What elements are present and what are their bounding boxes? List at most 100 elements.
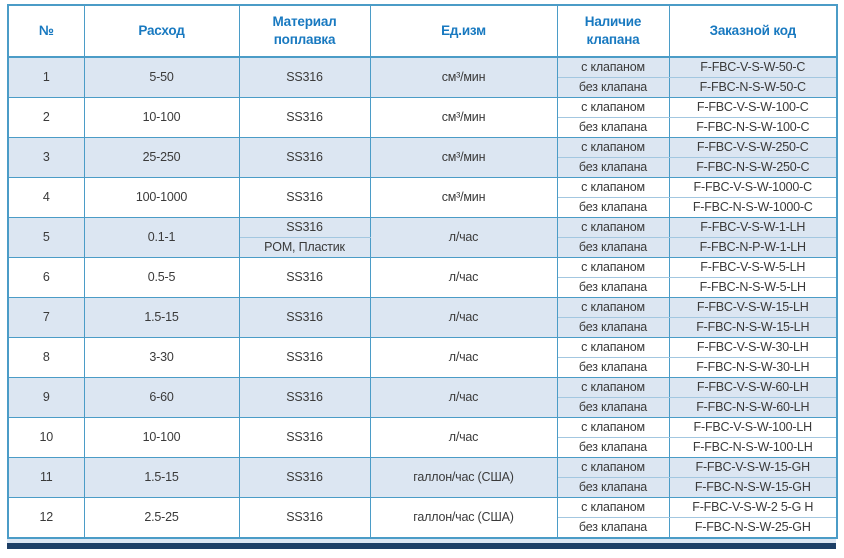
flow-range-cell: 0.1-1 <box>83 217 240 258</box>
row-number-cell: 11 <box>7 457 85 498</box>
valve-with-cell: с клапаном <box>556 137 670 158</box>
valve-without-cell: без клапана <box>556 517 670 539</box>
flow-range-cell: 10-100 <box>83 417 240 458</box>
valve-with-cell: с клапаном <box>556 457 670 478</box>
order-code-cell: F-FBC-V-S-W-1-LH <box>668 217 838 238</box>
flow-range-cell: 10-100 <box>83 97 240 138</box>
valve-with-cell: с клапаном <box>556 97 670 118</box>
order-code-cell: F-FBC-V-S-W-5-LH <box>668 257 838 278</box>
row-number-cell: 4 <box>7 177 85 218</box>
order-code-cell: F-FBC-N-S-W-15-GH <box>668 477 838 498</box>
flow-range-cell: 5-50 <box>83 56 240 98</box>
order-code-cell: F-FBC-N-S-W-100-LH <box>668 437 838 458</box>
table-row: 11 1.5-15 SS316 галлон/час (США) с клапа… <box>7 457 838 498</box>
unit-cell: л/час <box>369 217 558 258</box>
unit-cell: галлон/час (США) <box>369 457 558 498</box>
unit-cell: см³/мин <box>369 97 558 138</box>
row-number-cell: 2 <box>7 97 85 138</box>
table-subrow: без клапана F-FBC-N-S-W-25-GH <box>8 517 838 539</box>
valve-with-cell: с клапаном <box>556 56 670 78</box>
float-material-cell: SS316 <box>238 297 371 338</box>
table-subrow: без клапана F-FBC-N-S-W-250-C <box>8 157 838 178</box>
table-subrow: POM, Пластик без клапана F-FBC-N-P-W-1-L… <box>8 237 838 258</box>
column-header-number: № <box>7 4 85 58</box>
unit-cell: л/час <box>369 337 558 378</box>
unit-cell: л/час <box>369 417 558 458</box>
order-code-cell: F-FBC-N-S-W-30-LH <box>668 357 838 378</box>
float-material-cell: SS316 <box>238 56 371 98</box>
float-material-cell: SS316 <box>238 257 371 298</box>
table-row: 5 0.1-1 SS316 л/час с клапаном F-FBC-V-S… <box>7 217 838 258</box>
flow-range-cell: 2.5-25 <box>83 497 240 539</box>
row-number-cell: 5 <box>7 217 85 258</box>
column-header-material: Материал поплавка <box>238 4 371 58</box>
table-bottom-light-strip <box>7 539 836 543</box>
table-row: 12 2.5-25 SS316 галлон/час (США) с клапа… <box>7 497 838 539</box>
valve-without-cell: без клапана <box>556 117 670 138</box>
valve-without-cell: без клапана <box>556 397 670 418</box>
column-header-valve: Наличие клапана <box>556 4 670 58</box>
float-material-cell: SS316 <box>238 377 371 418</box>
row-number-cell: 1 <box>7 56 85 98</box>
unit-cell: см³/мин <box>369 56 558 98</box>
order-code-cell: F-FBC-V-S-W-1000-C <box>668 177 838 198</box>
order-code-cell: F-FBC-N-S-W-1000-C <box>668 197 838 218</box>
order-code-cell: F-FBC-V-S-W-30-LH <box>668 337 838 358</box>
valve-without-cell: без клапана <box>556 357 670 378</box>
flow-range-cell: 0.5-5 <box>83 257 240 298</box>
order-code-cell: F-FBC-V-S-W-60-LH <box>668 377 838 398</box>
products-table: № Расход Материал поплавка Ед.изм Наличи… <box>7 4 838 539</box>
table-row: 10 10-100 SS316 л/час с клапаном F-FBC-V… <box>7 417 838 458</box>
table-subrow: без клапана F-FBC-N-S-W-15-LH <box>8 317 838 338</box>
column-header-flow: Расход <box>83 4 240 58</box>
table-row: 8 3-30 SS316 л/час с клапаном F-FBC-V-S-… <box>7 337 838 378</box>
table-subrow: без клапана F-FBC-N-S-W-15-GH <box>8 477 838 498</box>
float-material-cell: POM, Пластик <box>238 237 371 258</box>
table-row: 4 100-1000 SS316 см³/мин с клапаном F-FB… <box>7 177 838 218</box>
float-material-cell: SS316 <box>238 337 371 378</box>
table-row: 2 10-100 SS316 см³/мин с клапаном F-FBC-… <box>7 97 838 138</box>
order-code-cell: F-FBC-V-S-W-2 5-G H <box>668 497 838 518</box>
flow-range-cell: 1.5-15 <box>83 297 240 338</box>
valve-with-cell: с клапаном <box>556 297 670 318</box>
table-row: 3 25-250 SS316 см³/мин с клапаном F-FBC-… <box>7 137 838 178</box>
float-material-cell: SS316 <box>238 497 371 539</box>
row-number-cell: 3 <box>7 137 85 178</box>
order-code-cell: F-FBC-V-S-W-100-C <box>668 97 838 118</box>
valve-without-cell: без клапана <box>556 437 670 458</box>
order-code-cell: F-FBC-V-S-W-15-LH <box>668 297 838 318</box>
table-subrow: без клапана F-FBC-N-S-W-30-LH <box>8 357 838 378</box>
row-number-cell: 10 <box>7 417 85 458</box>
float-material-cell: SS316 <box>238 217 371 238</box>
table-row: 9 6-60 SS316 л/час с клапаном F-FBC-V-S-… <box>7 377 838 418</box>
valve-with-cell: с клапаном <box>556 417 670 438</box>
valve-with-cell: с клапаном <box>556 217 670 238</box>
valve-without-cell: без клапана <box>556 277 670 298</box>
order-code-cell: F-FBC-V-S-W-50-C <box>668 56 838 78</box>
unit-cell: л/час <box>369 377 558 418</box>
row-number-cell: 9 <box>7 377 85 418</box>
column-header-order-code: Заказной код <box>668 4 838 58</box>
unit-cell: л/час <box>369 297 558 338</box>
unit-cell: галлон/час (США) <box>369 497 558 539</box>
row-number-cell: 12 <box>7 497 85 539</box>
order-code-cell: F-FBC-N-S-W-5-LH <box>668 277 838 298</box>
unit-cell: см³/мин <box>369 177 558 218</box>
order-code-cell: F-FBC-N-S-W-50-C <box>668 77 838 98</box>
order-code-cell: F-FBC-N-S-W-25-GH <box>668 517 838 539</box>
flow-range-cell: 25-250 <box>83 137 240 178</box>
order-code-cell: F-FBC-V-S-W-250-C <box>668 137 838 158</box>
order-code-cell: F-FBC-N-S-W-250-C <box>668 157 838 178</box>
order-code-cell: F-FBC-N-P-W-1-LH <box>668 237 838 258</box>
table-subrow: без клапана F-FBC-N-S-W-5-LH <box>8 277 838 298</box>
float-material-cell: SS316 <box>238 177 371 218</box>
flow-range-cell: 6-60 <box>83 377 240 418</box>
valve-with-cell: с клапаном <box>556 177 670 198</box>
unit-cell: л/час <box>369 257 558 298</box>
valve-without-cell: без клапана <box>556 317 670 338</box>
row-number-cell: 8 <box>7 337 85 378</box>
table-row: 6 0.5-5 SS316 л/час с клапаном F-FBC-V-S… <box>7 257 838 298</box>
order-code-cell: F-FBC-N-S-W-15-LH <box>668 317 838 338</box>
column-header-unit: Ед.изм <box>369 4 558 58</box>
float-material-cell: SS316 <box>238 97 371 138</box>
